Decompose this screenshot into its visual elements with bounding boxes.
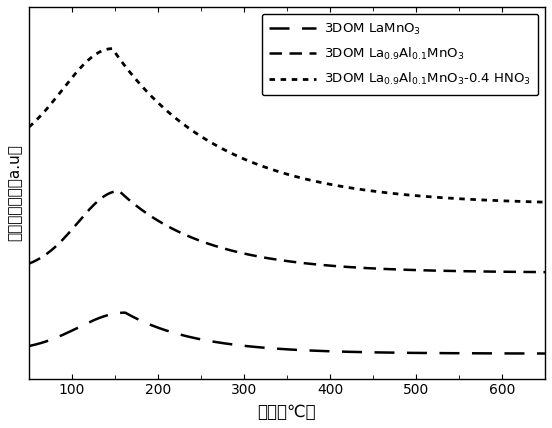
Line: 3DOM La$_{0.9}$Al$_{0.1}$MnO$_3$-0.4 HNO$_3$: 3DOM La$_{0.9}$Al$_{0.1}$MnO$_3$-0.4 HNO… [29,49,545,202]
3DOM LaMnO$_3$ [542,351,548,356]
3DOM LaMnO$_3$ [527,351,533,356]
3DOM La$_{0.9}$Al$_{0.1}$MnO$_3$-0.4 HNO$_3$ [263,165,270,170]
3DOM LaMnO$_3$ [432,351,439,356]
3DOM LaMnO$_3$ [277,346,283,351]
3DOM La$_{0.9}$Al$_{0.1}$MnO$_3$-0.4 HNO$_3$ [432,195,439,200]
3DOM La$_{0.9}$Al$_{0.1}$MnO$_3$-0.4 HNO$_3$ [52,96,59,101]
Line: 3DOM La$_{0.9}$Al$_{0.1}$MnO$_3$: 3DOM La$_{0.9}$Al$_{0.1}$MnO$_3$ [29,191,545,272]
3DOM La$_{0.9}$Al$_{0.1}$MnO$_3$ [527,270,533,275]
3DOM La$_{0.9}$Al$_{0.1}$MnO$_3$ [277,258,283,263]
3DOM La$_{0.9}$Al$_{0.1}$MnO$_3$ [52,244,59,250]
3DOM La$_{0.9}$Al$_{0.1}$MnO$_3$ [25,261,32,266]
3DOM La$_{0.9}$Al$_{0.1}$MnO$_3$ [527,270,534,275]
3DOM La$_{0.9}$Al$_{0.1}$MnO$_3$-0.4 HNO$_3$ [527,199,533,204]
3DOM LaMnO$_3$ [263,345,270,351]
3DOM La$_{0.9}$Al$_{0.1}$MnO$_3$-0.4 HNO$_3$ [527,199,534,204]
3DOM La$_{0.9}$Al$_{0.1}$MnO$_3$ [432,268,439,273]
Legend: 3DOM LaMnO$_3$, 3DOM La$_{0.9}$Al$_{0.1}$MnO$_3$, 3DOM La$_{0.9}$Al$_{0.1}$MnO$_: 3DOM LaMnO$_3$, 3DOM La$_{0.9}$Al$_{0.1}… [262,14,538,95]
3DOM LaMnO$_3$ [52,336,59,341]
3DOM LaMnO$_3$ [122,310,129,315]
3DOM LaMnO$_3$ [527,351,534,356]
3DOM La$_{0.9}$Al$_{0.1}$MnO$_3$-0.4 HNO$_3$ [277,169,283,175]
3DOM La$_{0.9}$Al$_{0.1}$MnO$_3$-0.4 HNO$_3$ [542,199,548,205]
3DOM La$_{0.9}$Al$_{0.1}$MnO$_3$-0.4 HNO$_3$ [25,125,32,130]
3DOM La$_{0.9}$Al$_{0.1}$MnO$_3$-0.4 HNO$_3$ [109,46,115,51]
3DOM La$_{0.9}$Al$_{0.1}$MnO$_3$ [542,270,548,275]
Line: 3DOM LaMnO$_3$: 3DOM LaMnO$_3$ [29,312,545,354]
3DOM LaMnO$_3$ [25,344,32,349]
Y-axis label: 氏气解吸强度（a.u）: 氏气解吸强度（a.u） [7,144,22,241]
3DOM La$_{0.9}$Al$_{0.1}$MnO$_3$ [116,188,123,193]
3DOM La$_{0.9}$Al$_{0.1}$MnO$_3$ [263,256,270,261]
X-axis label: 温度（℃）: 温度（℃） [258,403,316,421]
